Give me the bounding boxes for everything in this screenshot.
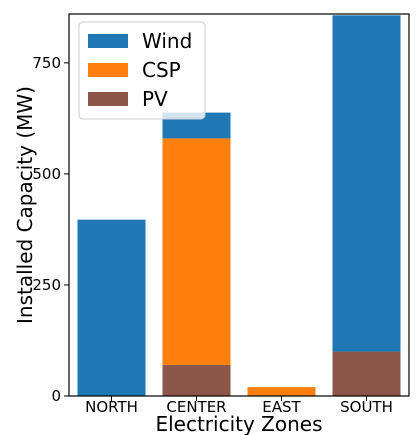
legend-label-wind: Wind — [142, 29, 192, 53]
x-tick-label: CENTER — [166, 398, 226, 416]
x-tick-label: NORTH — [85, 398, 138, 416]
bars — [77, 15, 401, 396]
legend-label-pv: PV — [142, 87, 168, 111]
legend-swatch-wind — [88, 34, 128, 48]
x-axis-title: Electricity Zones — [155, 412, 322, 435]
y-tick-label: 250 — [32, 276, 61, 294]
plot-frame — [68, 13, 410, 397]
x-tick-label: EAST — [262, 398, 301, 416]
legend-label-csp: CSP — [142, 58, 181, 82]
bar-center-csp — [162, 138, 231, 365]
bar-south-wind — [332, 15, 401, 352]
legend-swatch-pv — [88, 92, 128, 106]
y-tick-label: 750 — [32, 54, 61, 72]
y-tick-label: 500 — [32, 165, 61, 183]
bar-east-csp — [247, 387, 316, 396]
x-tick-label: SOUTH — [340, 398, 393, 416]
bar-south-pv — [332, 351, 401, 396]
bar-center-pv — [162, 364, 231, 396]
x-axis-ticks: NORTH CENTER EAST SOUTH — [85, 396, 393, 416]
legend: Wind CSP PV — [78, 21, 206, 120]
bar-north-wind — [77, 219, 146, 396]
y-tick-label: 0 — [51, 387, 61, 405]
legend-swatch-csp — [88, 63, 128, 77]
y-axis-title: Installed Capacity (MW) — [13, 86, 37, 324]
y-axis-ticks: 0 250 500 750 — [32, 54, 69, 405]
